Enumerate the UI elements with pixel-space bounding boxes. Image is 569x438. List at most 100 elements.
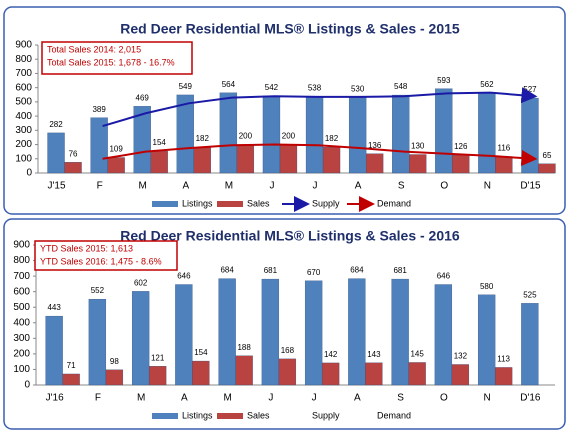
bar: [452, 154, 470, 174]
y-tick-label: 600: [13, 286, 30, 297]
x-tick-label: J'15: [48, 181, 66, 192]
bar: [176, 94, 194, 174]
legend-swatch: [152, 201, 178, 207]
legend-swatch: [217, 201, 243, 207]
data-label: 564: [222, 80, 236, 89]
data-label: 76: [69, 149, 78, 158]
x-tick-label: M: [137, 393, 145, 404]
y-tick-label: 800: [15, 54, 32, 65]
data-label: 200: [239, 132, 253, 141]
bar: [47, 132, 65, 174]
bar: [175, 284, 193, 386]
legend-label: Sales: [247, 410, 270, 420]
bar: [321, 362, 340, 386]
bar: [148, 366, 167, 386]
data-label: 200: [282, 132, 296, 141]
legend-label: Listings: [182, 410, 213, 420]
x-tick-label: F: [95, 393, 101, 404]
x-tick-label: N: [484, 393, 491, 404]
y-tick-label: 100: [15, 153, 32, 164]
y-tick-label: 500: [13, 302, 30, 313]
bar: [477, 294, 496, 386]
data-label: 684: [350, 266, 364, 275]
data-label: 136: [368, 141, 382, 150]
bar: [538, 163, 556, 174]
y-tick-label: 300: [13, 333, 30, 344]
trend-line: [102, 87, 538, 128]
bar: [478, 92, 496, 174]
annotation: YTD Sales 2015: 1,613: [40, 243, 133, 253]
x-tick-label: F: [97, 181, 103, 192]
data-label: 552: [91, 286, 105, 295]
bar: [45, 315, 63, 386]
data-label: 538: [308, 84, 322, 93]
bar: [133, 106, 151, 174]
y-tick-label: 200: [13, 349, 30, 360]
legend-label: Listings: [182, 198, 213, 208]
data-label: 646: [437, 272, 451, 281]
x-tick-label: A: [355, 181, 362, 192]
data-label: 121: [151, 353, 165, 362]
data-label: 71: [67, 361, 76, 370]
annotation: Total Sales 2015: 1,678 - 16.7%: [47, 57, 175, 67]
bar: [279, 144, 298, 174]
data-label: 562: [480, 80, 494, 89]
bar: [193, 146, 211, 174]
data-label: 593: [437, 76, 451, 85]
data-label: 530: [351, 85, 365, 94]
chart-title: Red Deer Residential MLS® Listings & Sal…: [120, 228, 460, 244]
y-tick-label: 0: [26, 168, 32, 179]
bar: [322, 146, 341, 174]
y-tick-label: 300: [15, 125, 32, 136]
bar: [192, 360, 210, 386]
data-label: 154: [153, 138, 167, 147]
bar: [495, 156, 513, 174]
data-label: 168: [281, 346, 295, 355]
bar: [521, 97, 539, 174]
data-label: 126: [454, 142, 468, 151]
bar: [64, 162, 82, 174]
legend-label: Supply: [312, 198, 340, 208]
x-tick-label: M: [139, 181, 147, 192]
data-label: 580: [480, 282, 494, 291]
data-label: 142: [324, 350, 338, 359]
x-tick-label: D'16: [520, 393, 541, 404]
data-label: 670: [307, 268, 321, 277]
x-tick-label: A: [181, 393, 188, 404]
bar: [434, 284, 453, 386]
data-label: 681: [264, 266, 278, 275]
data-label: 188: [237, 343, 251, 352]
bar: [150, 150, 168, 174]
y-tick-label: 400: [13, 317, 30, 328]
bar: [348, 97, 367, 174]
annotation-box: [34, 240, 178, 271]
bar: [392, 94, 410, 174]
x-tick-label: S: [398, 181, 405, 192]
legend-swatch: [217, 413, 243, 419]
data-label: 154: [194, 348, 208, 357]
trend-line: [102, 143, 538, 166]
annotation-box: [41, 41, 193, 75]
x-tick-label: D'15: [520, 181, 541, 192]
y-tick-label: 200: [15, 139, 32, 150]
x-tick-label: M: [225, 181, 233, 192]
data-label: 182: [325, 134, 339, 143]
data-label: 143: [367, 350, 381, 359]
bar: [219, 92, 238, 174]
data-label: 132: [454, 352, 468, 361]
bar: [409, 154, 427, 174]
x-tick-label: J: [269, 181, 274, 192]
data-label: 182: [196, 134, 210, 143]
legend-label: Sales: [247, 198, 270, 208]
x-tick-label: O: [440, 181, 448, 192]
legend-label: Supply: [312, 410, 340, 420]
bar: [262, 95, 281, 174]
y-tick-label: 0: [24, 380, 30, 391]
y-tick-label: 100: [13, 364, 30, 375]
data-label: 109: [109, 145, 123, 154]
bar: [451, 364, 470, 386]
y-tick-label: 900: [13, 240, 30, 251]
data-label: 684: [220, 266, 234, 275]
data-label: 389: [92, 105, 106, 114]
bar: [88, 298, 107, 386]
